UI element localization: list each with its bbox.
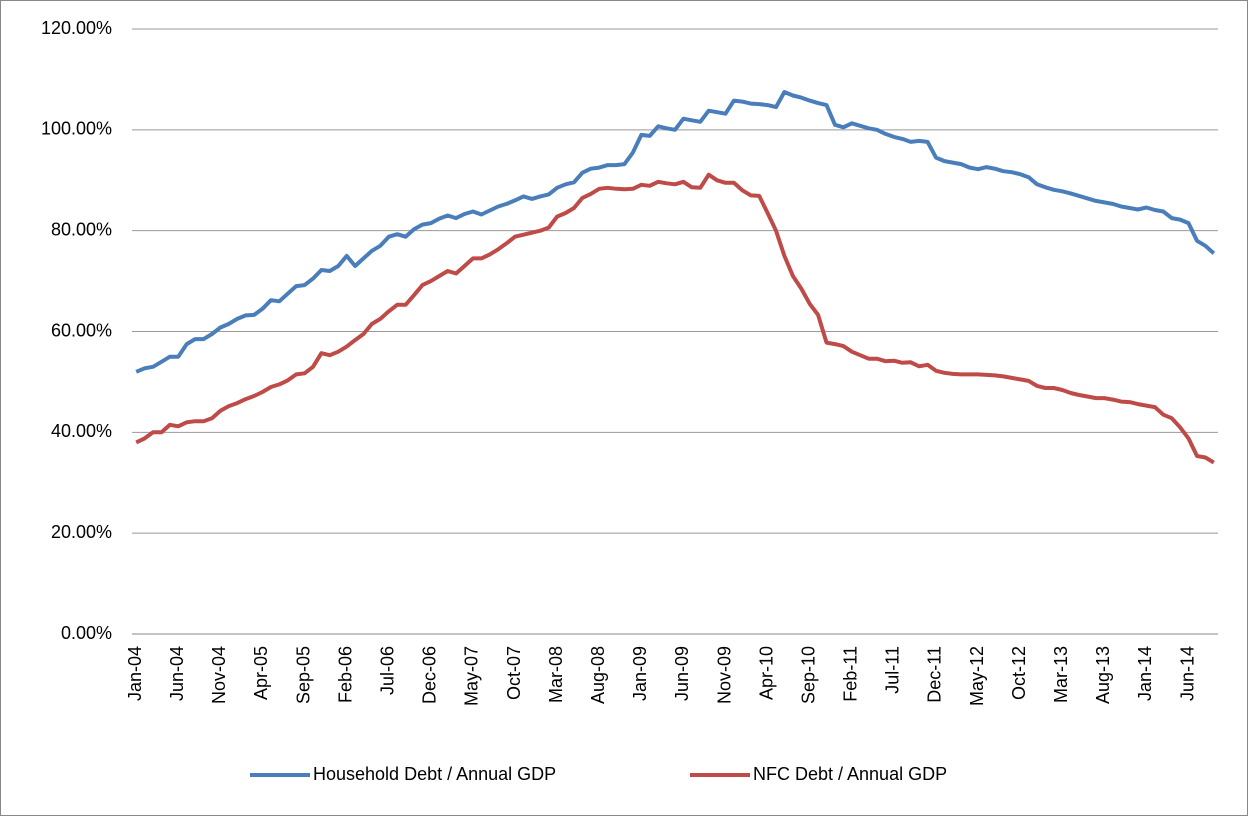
x-tick-label: Nov-09 [714,646,734,704]
x-tick-label: Nov-04 [209,646,229,704]
x-tick-label: Jul-06 [378,646,398,695]
y-tick-label: 80.00% [51,219,112,239]
x-tick-label: Dec-11 [925,646,945,703]
y-tick-label: 0.00% [61,623,112,643]
x-tick-label: Dec-06 [420,646,440,704]
x-tick-label: Mar-13 [1051,646,1071,703]
x-tick-label: Jun-04 [167,646,187,701]
x-tick-label: Jan-09 [630,646,650,701]
y-tick-label: 60.00% [51,320,112,340]
legend-label: NFC Debt / Annual GDP [753,764,947,784]
x-tick-label: Apr-05 [251,646,271,700]
x-tick-label: Jul-11 [883,646,903,694]
x-tick-label: Oct-07 [504,646,524,700]
y-tick-label: 20.00% [51,522,112,542]
x-tick-label: Jan-14 [1135,646,1155,701]
y-tick-label: 120.00% [41,18,112,38]
data-line [135,90,1216,374]
x-tick-label: Apr-10 [756,646,776,700]
x-tick-label: May-12 [967,646,987,706]
x-tick-label: Feb-06 [335,646,355,703]
legend-label: Household Debt / Annual GDP [313,764,556,784]
x-tick-label: Aug-08 [588,646,608,704]
y-tick-label: 100.00% [41,119,112,139]
x-tick-label: Oct-12 [1009,646,1029,700]
x-tick-label: Jun-09 [672,646,692,701]
data-line [135,172,1215,465]
x-tick-label: Aug-13 [1093,646,1113,704]
y-tick-label: 40.00% [51,421,112,441]
x-tick-label: Mar-08 [546,646,566,703]
x-tick-label: Jun-14 [1177,646,1197,701]
x-tick-label: Feb-11 [841,646,861,702]
x-tick-label: May-07 [462,646,482,706]
x-tick-label: Sep-10 [798,646,818,704]
x-tick-label: Jan-04 [125,646,145,701]
x-tick-label: Sep-05 [293,646,313,704]
